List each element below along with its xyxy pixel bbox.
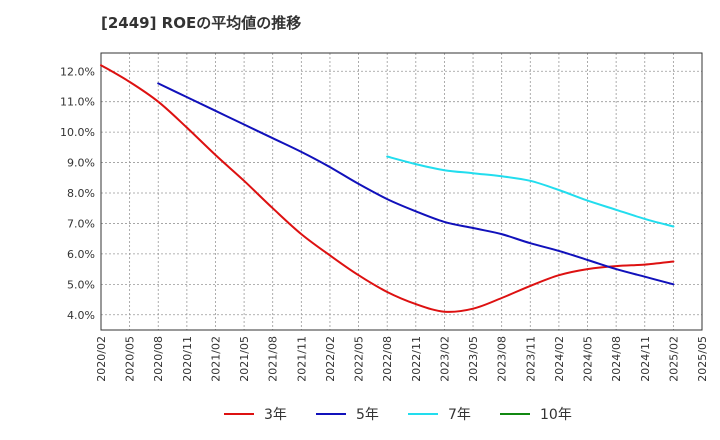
legend-label: 7年 [448,407,471,423]
y-axis-tick-labels: 4.0% 5.0% 6.0% 7.0% 8.0% 9.0% 10.0% 11.0% 12.0% [60,65,95,322]
x-tick-label: 2023/11 [524,336,537,382]
y-tick-label: 5.0% [67,278,95,291]
x-tick-label: 2020/02 [95,336,108,382]
x-tick-label: 2023/02 [438,336,451,382]
series-line-5年 [157,82,675,286]
series-lines [100,64,675,313]
legend-label: 5年 [356,407,379,423]
y-tick-label: 4.0% [67,309,95,322]
y-tick-label: 8.0% [67,187,95,200]
x-tick-label: 2021/05 [238,336,251,382]
series-line-3年 [100,64,675,313]
legend-label: 10年 [540,407,572,423]
x-tick-label: 2024/08 [610,336,623,382]
y-tick-label: 11.0% [60,96,95,109]
y-gridlines [101,70,702,316]
x-tick-label: 2021/08 [267,336,280,382]
x-tick-label: 2023/05 [467,336,480,382]
y-tick-label: 7.0% [67,217,95,230]
x-tick-label: 2021/11 [295,336,308,382]
x-tick-label: 2024/11 [639,336,652,382]
chart-title: [2449] ROEの平均値の推移 [101,14,302,32]
series-line-7年 [386,155,675,228]
x-tick-label: 2022/08 [381,336,394,382]
legend-label: 3年 [264,407,287,423]
x-tick-label: 2022/05 [353,336,366,382]
x-axis-tick-labels: 2020/02 2020/05 2020/08 2020/11 2021/02 2021/… [95,336,709,382]
x-tick-label: 2021/02 [209,336,222,382]
y-tick-label: 6.0% [67,248,95,261]
y-tick-label: 10.0% [60,126,95,139]
legend: 3年 5年 7年 10年 [224,407,572,423]
x-tick-label: 2020/11 [181,336,194,382]
x-tick-label: 2020/08 [152,336,165,382]
plot-area [101,53,702,330]
x-tick-label: 2024/05 [582,336,595,382]
x-tick-label: 2022/02 [324,336,337,382]
x-tick-label: 2022/11 [410,336,423,382]
y-tick-label: 9.0% [67,157,95,170]
x-tick-label: 2020/05 [124,336,137,382]
x-tick-label: 2024/02 [553,336,566,382]
x-tick-label: 2025/02 [667,336,680,382]
plot-frame [100,52,703,331]
y-tick-label: 12.0% [60,65,95,78]
x-tick-label: 2025/05 [696,336,709,382]
x-tick-label: 2023/08 [496,336,509,382]
